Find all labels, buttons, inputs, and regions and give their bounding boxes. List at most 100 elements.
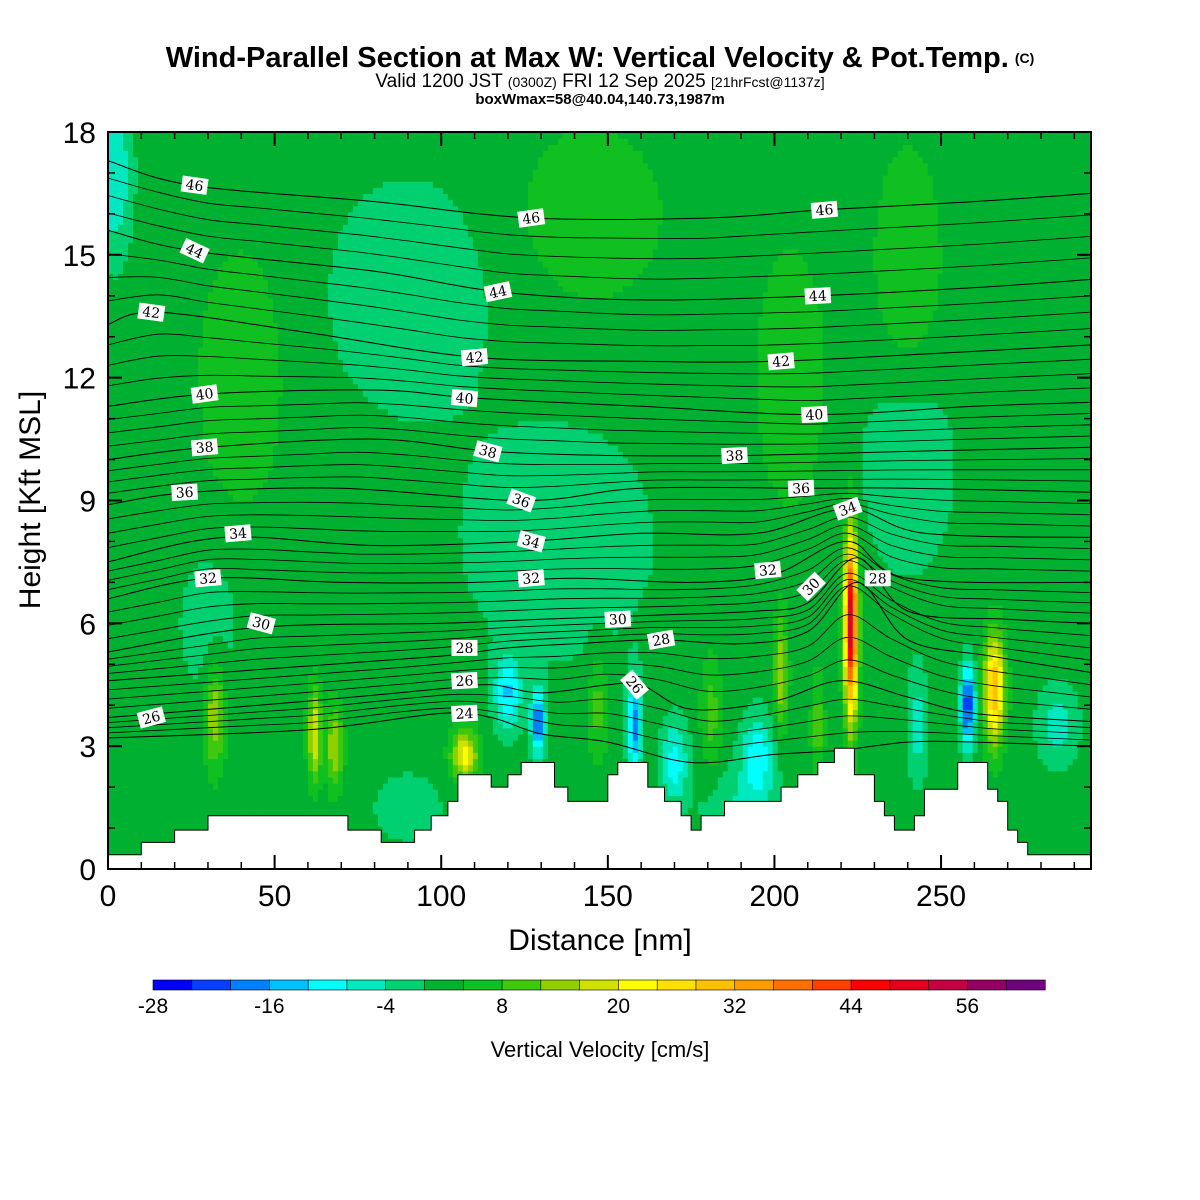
velocity-cell	[222, 770, 229, 778]
velocity-cell	[1057, 776, 1064, 784]
velocity-cell	[307, 770, 314, 778]
velocity-cell	[342, 764, 349, 772]
velocity-cell	[702, 764, 709, 772]
velocity-cell	[987, 715, 994, 723]
velocity-cell	[272, 758, 279, 766]
velocity-cell	[282, 789, 289, 796]
velocity-cell	[507, 740, 514, 747]
velocity-cell	[307, 776, 314, 784]
velocity-cell	[142, 801, 149, 809]
velocity-cell	[362, 789, 369, 796]
velocity-cell	[167, 727, 174, 735]
velocity-cell	[108, 826, 114, 833]
velocity-cell	[447, 764, 454, 772]
velocity-cell	[372, 819, 379, 827]
velocity-cell	[1047, 826, 1054, 833]
velocity-cell	[327, 709, 334, 717]
velocity-cell	[712, 776, 719, 784]
velocity-cell	[717, 721, 724, 729]
velocity-cell	[767, 789, 774, 796]
velocity-cell	[1032, 721, 1039, 729]
velocity-cell	[582, 795, 589, 803]
velocity-cell	[927, 758, 934, 766]
velocity-cell	[1052, 826, 1059, 833]
velocity-cell	[427, 740, 434, 747]
velocity-cell	[647, 727, 654, 735]
velocity-cell	[1042, 740, 1049, 747]
velocity-cell	[182, 727, 189, 735]
velocity-cell	[187, 715, 194, 723]
velocity-cell	[332, 727, 339, 735]
velocity-cell	[932, 721, 939, 729]
velocity-cell	[177, 764, 184, 772]
velocity-cell	[417, 746, 424, 753]
velocity-cell	[507, 733, 514, 741]
velocity-cell	[127, 758, 134, 766]
velocity-cell	[1042, 770, 1049, 778]
velocity-cell	[752, 789, 759, 796]
velocity-cell	[802, 715, 809, 723]
velocity-cell	[352, 819, 359, 827]
velocity-cell	[902, 776, 909, 784]
velocity-cell	[897, 807, 904, 815]
velocity-cell	[402, 715, 409, 723]
velocity-cell	[872, 746, 879, 753]
velocity-cell	[762, 715, 769, 723]
velocity-cell	[402, 826, 409, 833]
velocity-cell	[217, 752, 224, 760]
velocity-cell	[947, 740, 954, 747]
velocity-cell	[782, 758, 789, 766]
velocity-cell	[987, 721, 994, 729]
velocity-cell	[572, 752, 579, 760]
velocity-cell	[417, 807, 424, 815]
velocity-cell	[1067, 776, 1074, 784]
velocity-cell	[712, 715, 719, 723]
velocity-cell	[1072, 733, 1079, 741]
velocity-cell	[113, 740, 119, 747]
velocity-cell	[897, 740, 904, 747]
velocity-cell	[912, 783, 919, 790]
velocity-cell	[312, 740, 319, 747]
velocity-cell	[742, 758, 749, 766]
velocity-cell	[1052, 721, 1059, 729]
velocity-cell	[697, 746, 704, 753]
velocity-cell	[302, 764, 309, 772]
velocity-cell	[822, 758, 829, 766]
velocity-cell	[277, 764, 284, 772]
velocity-cell	[1012, 752, 1019, 760]
velocity-cell	[407, 813, 414, 821]
velocity-cell	[197, 758, 204, 766]
velocity-cell	[702, 801, 709, 809]
velocity-cell	[797, 764, 804, 772]
velocity-cell	[482, 746, 489, 753]
velocity-cell	[232, 727, 239, 735]
velocity-cell	[617, 733, 624, 741]
velocity-cell	[427, 795, 434, 803]
velocity-cell	[322, 783, 329, 790]
velocity-cell	[382, 733, 389, 741]
velocity-cell	[412, 770, 419, 778]
velocity-cell	[652, 733, 659, 741]
velocity-cell	[292, 807, 299, 815]
velocity-cell	[137, 770, 144, 778]
velocity-cell	[732, 783, 739, 790]
velocity-cell	[937, 746, 944, 753]
velocity-cell	[517, 727, 524, 735]
velocity-cell	[407, 819, 414, 827]
velocity-cell	[1017, 838, 1024, 846]
velocity-cell	[902, 789, 909, 796]
velocity-cell	[932, 715, 939, 723]
velocity-cell	[1012, 789, 1019, 796]
velocity-cell	[337, 770, 344, 778]
velocity-cell	[352, 733, 359, 741]
velocity-cell	[422, 819, 429, 827]
velocity-cell	[1067, 795, 1074, 803]
velocity-cell	[587, 746, 594, 753]
velocity-cell	[587, 764, 594, 772]
velocity-cell	[637, 721, 644, 729]
velocity-cell	[317, 801, 324, 809]
velocity-cell	[262, 715, 269, 723]
velocity-cell	[622, 752, 629, 760]
velocity-cell	[987, 746, 994, 753]
velocity-cell	[377, 789, 384, 796]
